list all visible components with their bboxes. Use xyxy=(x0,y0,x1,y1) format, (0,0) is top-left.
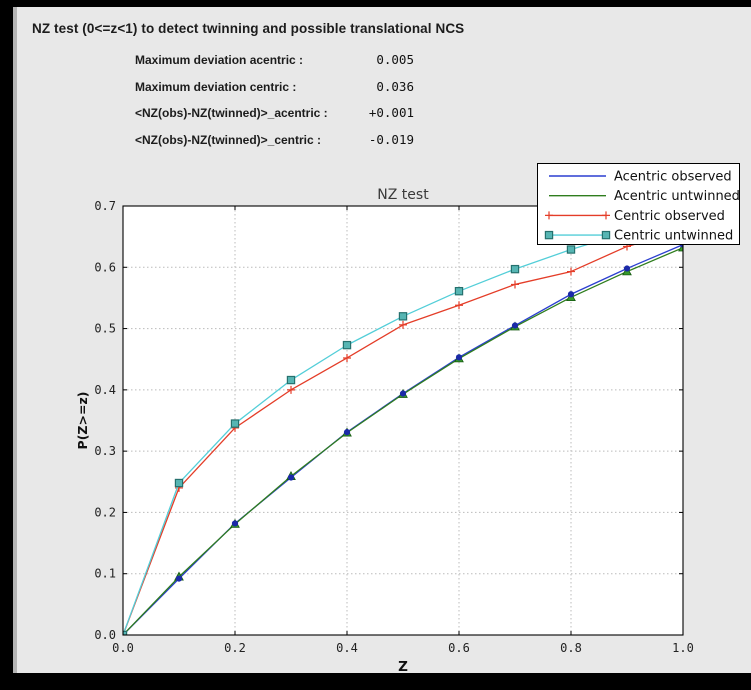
legend-marker-plus xyxy=(602,211,610,220)
marker-circle xyxy=(287,474,295,481)
marker-square xyxy=(230,419,240,428)
y-tick-label: 0.2 xyxy=(94,505,116,519)
legend-label: Acentric observed xyxy=(614,170,732,185)
legend-marker-square xyxy=(544,230,554,240)
stat-row: Maximum deviation centric : 0.036 xyxy=(135,79,414,95)
marker-circle xyxy=(343,429,351,436)
legend-label: Acentric untwinned xyxy=(614,189,740,204)
marker-square xyxy=(566,245,576,254)
marker-circle xyxy=(567,291,575,298)
marker-circle xyxy=(511,322,519,329)
app-window: NZ test (0<=z<1) to detect twinning and … xyxy=(13,7,751,673)
stat-label: <NZ(obs)-NZ(twinned)>_acentric : xyxy=(135,106,328,120)
nz-test-chart: 0.0 0.2 0.4 0.6 0.8 1.0 0.0 0.1 0.2 0.3 0.4 0.5 0.6 0… xyxy=(75,163,740,673)
stat-row: Maximum deviation acentric : 0.005 xyxy=(135,52,414,68)
window-edge xyxy=(13,7,17,673)
marker-plus xyxy=(511,280,519,289)
marker-plus xyxy=(455,301,463,310)
marker-square xyxy=(342,340,352,350)
marker-circle xyxy=(175,575,183,582)
y-axis-label: P(Z>=z) xyxy=(75,392,90,450)
marker-circle xyxy=(399,390,407,397)
x-tick-label: 0.4 xyxy=(336,641,358,655)
marker-square xyxy=(510,264,520,274)
stat-value: 0.036 xyxy=(376,78,414,94)
legend-marker-square xyxy=(601,230,611,240)
marker-plus xyxy=(343,353,351,362)
y-tick-label: 0.7 xyxy=(94,199,116,213)
x-tick-label: 1.0 xyxy=(672,641,694,655)
legend-box xyxy=(537,163,740,245)
stat-value: -0.019 xyxy=(368,131,414,147)
y-tick-label: 0.3 xyxy=(94,444,116,458)
marker-plus xyxy=(287,385,295,394)
marker-plus xyxy=(399,320,407,329)
y-tick-label: 0.1 xyxy=(94,567,116,581)
x-tick-label: 0.0 xyxy=(112,641,134,655)
plot-background xyxy=(123,206,683,635)
stat-row: <NZ(obs)-NZ(twinned)>_centric : -0.019 xyxy=(135,132,414,148)
stat-value: 0.005 xyxy=(376,52,414,67)
stat-label: <NZ(obs)-NZ(twinned)>_centric : xyxy=(135,132,322,147)
marker-square xyxy=(454,286,464,296)
stat-row: <NZ(obs)-NZ(twinned)>_acentric : +0.001 xyxy=(135,105,414,121)
x-axis-label: Z xyxy=(398,659,408,673)
y-tick-label: 0.4 xyxy=(94,383,116,397)
stat-label: Maximum deviation centric : xyxy=(135,79,297,94)
y-tick-label: 0.5 xyxy=(94,322,116,336)
x-tick-label: 0.8 xyxy=(560,641,582,655)
marker-circle xyxy=(623,265,631,272)
legend-label: Centric observed xyxy=(614,209,725,224)
marker-circle xyxy=(455,354,463,361)
legend: Acentric observed Acentric untwinned Centr… xyxy=(537,163,740,245)
marker-square xyxy=(174,478,184,488)
stat-value: +0.001 xyxy=(368,105,414,120)
page-title: NZ test (0<=z<1) to detect twinning and … xyxy=(32,21,465,36)
marker-square xyxy=(286,375,296,385)
axes-border xyxy=(122,205,684,636)
marker-plus xyxy=(567,267,575,276)
marker-circle xyxy=(231,520,239,527)
x-tick-label: 0.6 xyxy=(448,641,470,655)
stat-label: Maximum deviation acentric : xyxy=(135,53,304,67)
legend-label: Centric untwinned xyxy=(614,229,733,244)
legend-marker-plus xyxy=(545,211,553,220)
y-tick-label: 0.6 xyxy=(94,260,116,274)
y-tick-label: 0.0 xyxy=(94,628,116,642)
x-tick-label: 0.2 xyxy=(224,641,246,655)
chart-title: NZ test xyxy=(377,187,429,203)
marker-square xyxy=(398,312,408,321)
